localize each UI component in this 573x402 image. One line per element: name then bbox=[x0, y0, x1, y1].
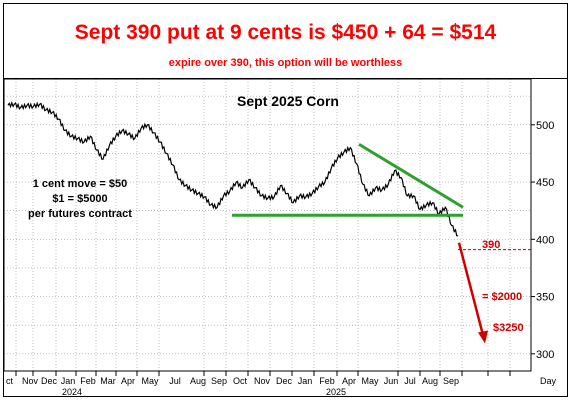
x-month-label: May bbox=[361, 376, 379, 386]
y-tick-label: 500 bbox=[536, 120, 554, 132]
y-tick-label: 300 bbox=[536, 349, 554, 361]
x-year-label: 2024 bbox=[62, 387, 82, 397]
y-tick-label: 400 bbox=[536, 234, 554, 246]
chart-title: Sept 2025 Corn bbox=[237, 93, 339, 109]
x-axis: ct Nov Dec Jan Feb Mar Apr May Jul Aug Sep Oct Nov De… bbox=[6, 371, 556, 397]
x-month-label: Nov bbox=[22, 376, 39, 386]
x-month-label: Mar bbox=[100, 376, 116, 386]
headline-text: Sept 390 put at 9 cents is $450 + 64 = $… bbox=[74, 21, 497, 44]
x-month-label: Jan bbox=[298, 376, 313, 386]
x-year-label: 2025 bbox=[326, 387, 346, 397]
x-month-label: Sep bbox=[211, 376, 227, 386]
x-month-label: Oct bbox=[233, 376, 248, 386]
x-month-label: ct bbox=[6, 376, 14, 386]
x-month-label: Jul bbox=[404, 376, 416, 386]
chart-header: Sept 390 put at 9 cents is $450 + 64 = $… bbox=[4, 4, 567, 79]
y-tick-label: 350 bbox=[536, 292, 554, 304]
x-month-label: Feb bbox=[319, 376, 335, 386]
x-month-label: Aug bbox=[190, 376, 206, 386]
x-month-label: Aug bbox=[422, 376, 438, 386]
x-month-label: Jun bbox=[384, 376, 399, 386]
strike-label: 390 bbox=[482, 239, 500, 251]
trend-lines bbox=[232, 142, 464, 217]
x-month-label: May bbox=[141, 376, 159, 386]
x-month-label: Jan bbox=[61, 376, 76, 386]
down-arrow-shaft bbox=[457, 242, 486, 340]
x-month-label: Feb bbox=[80, 376, 96, 386]
loss-3250-label: $3250 bbox=[493, 322, 524, 334]
y-axis: 300 350 400 450 500 bbox=[531, 120, 554, 361]
down-arrow-head bbox=[478, 330, 488, 344]
plot-border bbox=[3, 78, 532, 372]
x-month-label: Apr bbox=[342, 376, 356, 386]
note-line-3: per futures contract bbox=[28, 208, 132, 220]
x-month-label: Nov bbox=[254, 376, 271, 386]
x-month-label: Apr bbox=[121, 376, 135, 386]
resistance-line bbox=[358, 142, 464, 209]
loss-2000-label: = $2000 bbox=[482, 291, 522, 303]
subline-text: expire over 390, this option will be wor… bbox=[168, 57, 403, 69]
x-month-label: Jul bbox=[169, 376, 181, 386]
y-tick-label: 450 bbox=[536, 177, 554, 189]
x-month-label: Dec bbox=[276, 376, 293, 386]
strike-390-marker bbox=[457, 242, 531, 344]
x-axis-label: Day bbox=[540, 376, 557, 386]
contract-note: 1 cent move = $50 $1 = $5000 per futures… bbox=[28, 178, 132, 220]
note-line-1: 1 cent move = $50 bbox=[33, 178, 127, 190]
x-month-label: Dec bbox=[41, 376, 58, 386]
price-series-line bbox=[7, 100, 459, 237]
x-month-label: Sep bbox=[443, 376, 459, 386]
chart-grid bbox=[4, 79, 531, 371]
note-line-2: $1 = $5000 bbox=[52, 193, 107, 205]
